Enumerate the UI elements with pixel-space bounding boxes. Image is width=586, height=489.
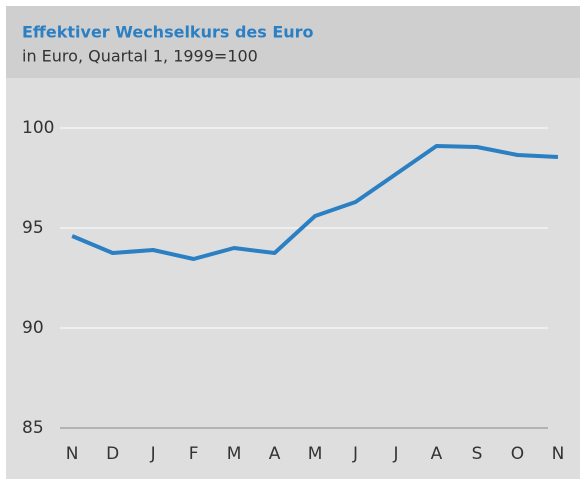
x-tick-label: O	[511, 444, 524, 464]
y-tick-label: 95	[22, 218, 44, 238]
header-background	[6, 6, 580, 78]
x-tick-label: J	[393, 444, 399, 464]
x-tick-label: A	[431, 444, 443, 464]
x-tick-label: D	[106, 444, 119, 464]
x-tick-label: N	[66, 444, 79, 464]
x-tick-label: A	[269, 444, 281, 464]
x-tick-label: J	[352, 444, 358, 464]
chart-title: Effektiver Wechselkurs des Euro	[22, 23, 314, 42]
y-tick-label: 90	[22, 318, 44, 338]
plot-background	[6, 6, 580, 479]
x-tick-label: M	[308, 444, 323, 464]
chart-subtitle: in Euro, Quartal 1, 1999=100	[22, 47, 258, 66]
x-tick-label: J	[150, 444, 156, 464]
y-tick-label: 100	[22, 118, 54, 138]
data-line	[71, 144, 559, 261]
y-tick-label: 85	[22, 418, 44, 438]
x-tick-label: S	[472, 444, 483, 464]
x-tick-label: N	[552, 444, 565, 464]
x-tick-label: F	[189, 444, 199, 464]
x-tick-label: M	[227, 444, 242, 464]
